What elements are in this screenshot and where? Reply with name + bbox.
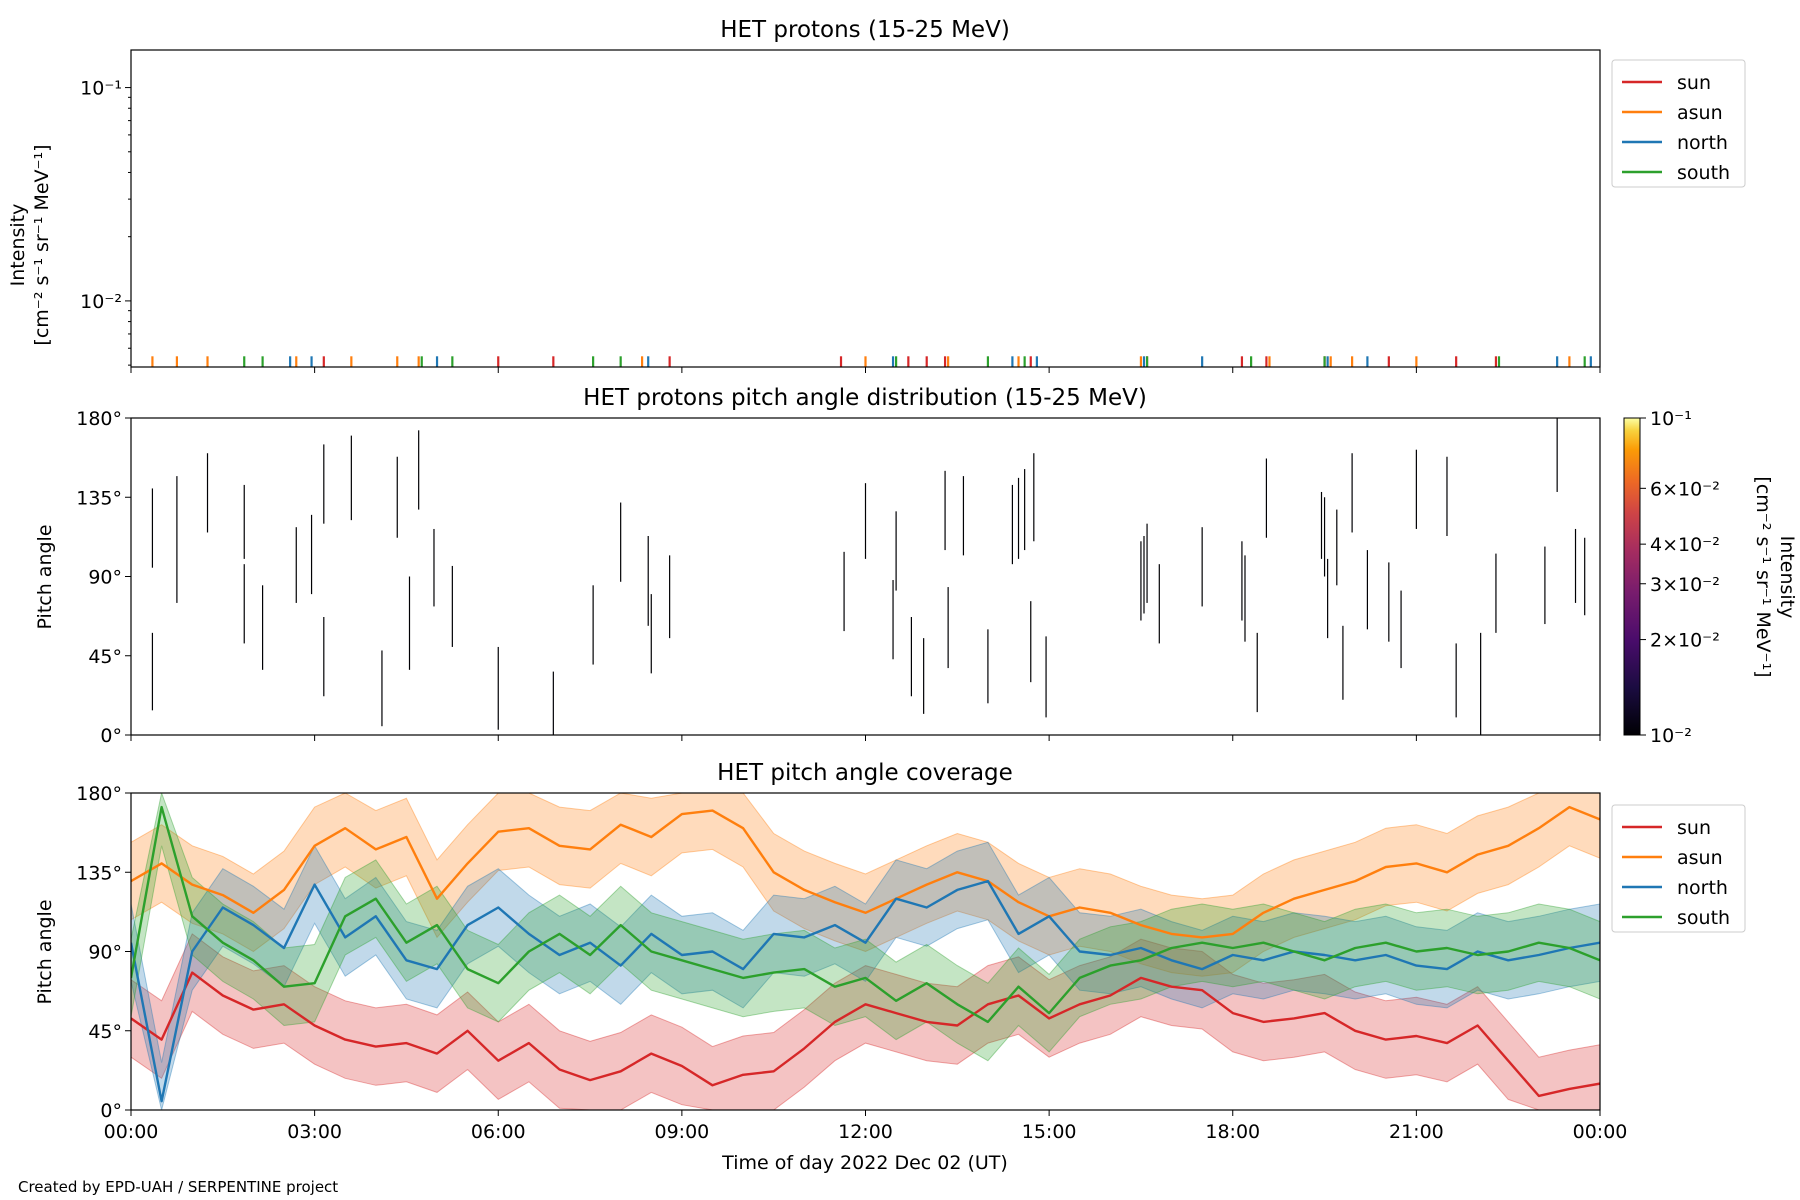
- colorbar-tick-label: 10⁻¹: [1650, 408, 1692, 430]
- x-tick-label: 06:00: [471, 1121, 526, 1143]
- y-tick-label: 180°: [76, 783, 122, 805]
- panel1-y-ticks: 10⁻¹ 10⁻²: [80, 78, 131, 366]
- panel1-ylabel: Intensity [cm⁻² s⁻¹ sr⁻¹ MeV⁻¹]: [7, 144, 53, 345]
- line-asun: [131, 805, 1600, 939]
- x-axis-label: Time of day 2022 Dec 02 (UT): [721, 1152, 1008, 1174]
- legend-label-asun: asun: [1677, 102, 1723, 124]
- band-asun: [131, 793, 1600, 977]
- colorbar-tick-label: 10⁻²: [1650, 725, 1692, 747]
- colorbar-tick-label: 3×10⁻²: [1650, 574, 1720, 596]
- panel1-x-ticks: [130, 367, 1601, 373]
- y-tick-label: 0°: [100, 725, 122, 747]
- colorbar-label: Intensity [cm⁻² s⁻¹ sr⁻¹ MeV⁻¹]: [1752, 476, 1798, 677]
- panel3-y-ticks: 0° 45° 90° 135° 180°: [76, 783, 131, 1122]
- colorbar-ticks: 10⁻¹ 6×10⁻² 4×10⁻² 3×10⁻² 2×10⁻² 10⁻²: [1640, 408, 1720, 747]
- panel2-y-ticks: 0° 45° 90° 135° 180°: [76, 408, 131, 747]
- band-sun: [131, 933, 1600, 1110]
- panel1-title: HET protons (15-25 MeV): [720, 17, 1010, 43]
- x-tick-label: 15:00: [1022, 1121, 1077, 1143]
- y-tick-label: 0°: [100, 1100, 122, 1122]
- panel2-title: HET protons pitch angle distribution (15…: [583, 385, 1147, 411]
- y-tick-label: 180°: [76, 408, 122, 430]
- legend-panel1: sun asun north south: [1611, 59, 1746, 188]
- y-tick-label: 45°: [88, 1021, 122, 1043]
- panel-pitch-angle-coverage: HET pitch angle coverage Pitch angle 0° 4…: [34, 760, 1746, 1174]
- colorbar-tick-label: 2×10⁻²: [1650, 630, 1720, 652]
- colorbar: [1623, 417, 1641, 736]
- panel1-ylabel-line2: [cm⁻² s⁻¹ sr⁻¹ MeV⁻¹]: [31, 144, 53, 345]
- band-north: [131, 841, 1600, 1110]
- band-south: [131, 793, 1600, 1062]
- footer-credit: Created by EPD-UAH / SERPENTINE project: [18, 1178, 338, 1196]
- colorbar-tick-label: 4×10⁻²: [1650, 534, 1720, 556]
- legend-label-north: north: [1677, 877, 1728, 899]
- panel1-spikes: [151, 356, 1592, 367]
- y-tick-label: 45°: [88, 646, 122, 668]
- panel3-ylabel: Pitch angle: [34, 899, 56, 1004]
- x-tick-label: 18:00: [1205, 1121, 1260, 1143]
- x-tick-label: 21:00: [1389, 1121, 1444, 1143]
- legend-box: [1611, 804, 1746, 933]
- y-tick-label: 135°: [76, 862, 122, 884]
- panel2-x-ticks: [130, 735, 1601, 741]
- panel-pitch-angle-distribution: HET protons pitch angle distribution (15…: [34, 385, 1798, 747]
- y-tick-label: 135°: [76, 487, 122, 509]
- x-tick-label: 00:00: [104, 1121, 159, 1143]
- line-north: [131, 879, 1600, 1103]
- legend-label-south: south: [1677, 907, 1730, 929]
- colorbar-label-line2: [cm⁻² s⁻¹ sr⁻¹ MeV⁻¹]: [1752, 476, 1774, 677]
- line-south: [131, 805, 1600, 1024]
- y-tick-label: 10⁻¹: [80, 78, 122, 100]
- legend-label-asun: asun: [1677, 847, 1723, 869]
- legend-label-sun: sun: [1677, 817, 1711, 839]
- y-tick-label: 10⁻²: [80, 291, 122, 313]
- panel3-title: HET pitch angle coverage: [717, 760, 1013, 786]
- colorbar-label-line1: Intensity: [1776, 536, 1798, 619]
- panel-het-protons-intensity: HET protons (15-25 MeV) Intensity [cm⁻² …: [7, 17, 1746, 373]
- panel2-heatmap: [151, 418, 1586, 735]
- legend-panel3: sun asun north south: [1611, 804, 1746, 933]
- panel3-coverage-series: [131, 793, 1600, 1110]
- x-tick-label: 09:00: [654, 1121, 709, 1143]
- x-tick-label: 00:00: [1573, 1121, 1628, 1143]
- panel2-ylabel: Pitch angle: [34, 524, 56, 629]
- legend-label-sun: sun: [1677, 72, 1711, 94]
- y-tick-label: 90°: [88, 567, 122, 589]
- panel1-ylabel-line1: Intensity: [7, 204, 29, 287]
- line-sun: [131, 971, 1600, 1098]
- x-tick-label: 12:00: [838, 1121, 893, 1143]
- legend-label-south: south: [1677, 162, 1730, 184]
- panel3-x-ticks: 00:00 03:00 06:00 09:00 12:00 15:00 18:00 21:00…: [104, 1110, 1628, 1143]
- panel1-frame: [130, 49, 1601, 368]
- y-tick-label: 90°: [88, 942, 122, 964]
- x-tick-label: 03:00: [287, 1121, 342, 1143]
- colorbar-tick-label: 6×10⁻²: [1650, 478, 1720, 500]
- legend-label-north: north: [1677, 132, 1728, 154]
- legend-box: [1611, 59, 1746, 188]
